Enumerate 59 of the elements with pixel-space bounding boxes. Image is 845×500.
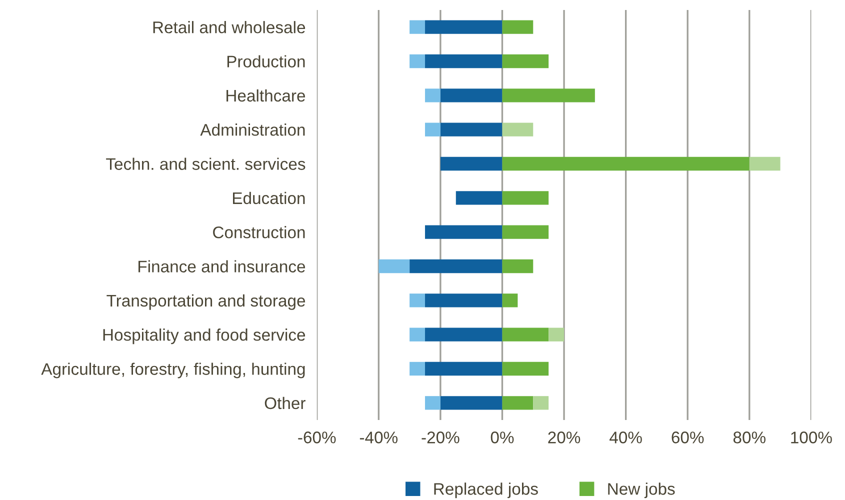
bar (533, 396, 549, 410)
x-tick-label: 60% (672, 432, 704, 444)
y-tick-label: Retail and wholesale (153, 21, 306, 34)
bar (410, 259, 502, 274)
bar (378, 259, 410, 274)
bar (425, 294, 502, 308)
y-tick-label: Production (227, 55, 305, 68)
bar (440, 396, 502, 410)
bar (425, 328, 502, 342)
y-tick-label: Finance and insurance (138, 260, 306, 272)
bar (502, 225, 549, 239)
x-tick-label: 40% (610, 432, 642, 444)
bar (440, 156, 502, 171)
x-tick-label: 20% (548, 432, 580, 444)
y-tick-label: Healthcare (226, 89, 306, 102)
bar (502, 20, 534, 34)
bar (502, 328, 549, 342)
x-tick-label: 80% (733, 432, 766, 444)
x-tick-label: 100% (791, 432, 832, 444)
y-tick-label: Other (264, 396, 306, 410)
bar (425, 20, 502, 34)
x-tick-label: -60% (298, 432, 336, 444)
y-tick-label: Construction (213, 226, 305, 238)
y-tick-label: Transportation and storage (106, 294, 306, 310)
x-tick-label: -20% (422, 432, 460, 444)
bar (502, 122, 534, 136)
bar (410, 294, 426, 308)
bar (425, 88, 440, 102)
x-tick-label: -40% (360, 432, 398, 444)
bar (410, 20, 426, 34)
bar (425, 362, 502, 376)
bar (425, 225, 502, 239)
bar (410, 362, 426, 376)
bar (502, 54, 549, 68)
legend-label: New jobs (608, 482, 675, 498)
bar (502, 259, 534, 274)
bar (548, 328, 564, 342)
bar (440, 122, 502, 136)
bar (440, 88, 502, 102)
legend-label: Replaced jobs (434, 482, 538, 498)
bar (410, 54, 426, 68)
bar (749, 156, 780, 171)
bar (425, 54, 502, 68)
bar (502, 362, 549, 376)
bar (502, 191, 549, 205)
y-tick-label: Hospitality and food service (103, 328, 306, 344)
y-tick-label: Education (233, 192, 305, 204)
bar (410, 328, 426, 342)
bar (502, 396, 534, 410)
bar (502, 88, 595, 102)
bar (502, 156, 750, 171)
bar (425, 396, 440, 410)
y-tick-label: Agriculture, forestry, fishing, hunting (41, 362, 305, 378)
x-tick-label: 0% (490, 432, 514, 444)
y-tick-label: Techn. and scient. services (106, 158, 306, 170)
bar (502, 294, 518, 308)
bar (456, 191, 502, 205)
y-tick-label: Administration (200, 124, 305, 136)
bar (425, 122, 440, 136)
